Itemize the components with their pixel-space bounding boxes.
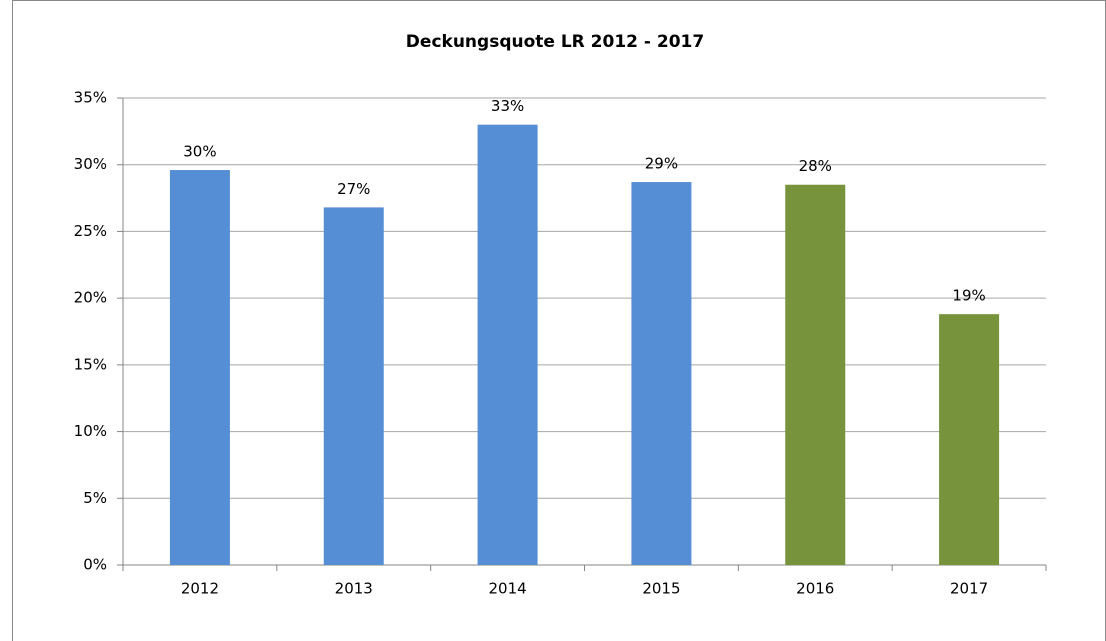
x-tick-label: 2013 xyxy=(335,580,373,598)
bar xyxy=(631,182,692,565)
y-tick-label: 0% xyxy=(83,556,107,574)
data-label: 30% xyxy=(183,143,216,161)
y-tick-label: 15% xyxy=(74,355,107,373)
bar xyxy=(939,314,1000,565)
y-tick-label: 30% xyxy=(74,155,107,173)
bar xyxy=(477,124,538,565)
data-label: 27% xyxy=(337,180,370,198)
data-label: 28% xyxy=(799,157,832,175)
y-tick-label: 5% xyxy=(83,489,107,507)
y-tick-label: 20% xyxy=(74,289,107,307)
y-tick-label: 25% xyxy=(74,222,107,240)
y-tick-label: 35% xyxy=(74,89,107,107)
x-tick-label: 2016 xyxy=(796,580,834,598)
chart-title: Deckungsquote LR 2012 - 2017 xyxy=(406,32,704,52)
x-tick-label: 2017 xyxy=(950,580,988,598)
x-tick-label: 2012 xyxy=(181,580,219,598)
x-tick-label: 2014 xyxy=(488,580,526,598)
y-tick-label: 10% xyxy=(74,422,107,440)
bar xyxy=(785,184,846,565)
data-label: 33% xyxy=(491,97,524,115)
data-label: 19% xyxy=(952,287,985,305)
bar xyxy=(323,207,384,565)
data-label: 29% xyxy=(645,155,678,173)
bar xyxy=(169,170,230,565)
x-tick-label: 2015 xyxy=(642,580,680,598)
